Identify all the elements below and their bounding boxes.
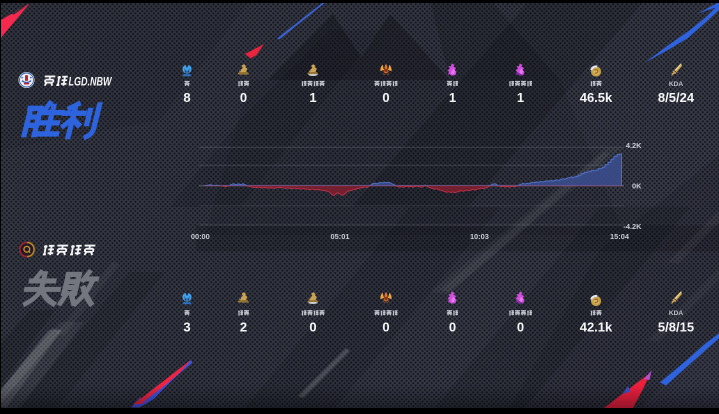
svg-text:05:01: 05:01 — [331, 232, 350, 241]
svg-text:1: 1 — [309, 90, 316, 105]
svg-text:KDA: KDA — [669, 81, 684, 88]
svg-text:5/8/15: 5/8/15 — [658, 320, 694, 335]
svg-text:4.2K: 4.2K — [626, 141, 642, 150]
svg-text:0: 0 — [309, 320, 316, 335]
svg-text:15:04: 15:04 — [610, 232, 630, 241]
svg-text:-4.2K: -4.2K — [623, 222, 642, 231]
svg-text:0: 0 — [449, 320, 456, 335]
svg-text:8/5/24: 8/5/24 — [658, 90, 695, 105]
svg-text:2: 2 — [240, 320, 247, 335]
svg-text:3: 3 — [183, 320, 190, 335]
svg-text:42.1k: 42.1k — [580, 320, 613, 335]
svg-text:46.5k: 46.5k — [580, 90, 613, 105]
svg-text:0: 0 — [517, 320, 524, 335]
svg-text:0: 0 — [240, 90, 247, 105]
svg-text:LGD.NBW: LGD.NBW — [69, 75, 113, 89]
svg-text:1: 1 — [517, 90, 524, 105]
svg-text:0: 0 — [382, 320, 389, 335]
svg-text:00:00: 00:00 — [191, 232, 210, 241]
svg-text:0K: 0K — [632, 182, 642, 191]
svg-text:10:03: 10:03 — [470, 232, 489, 241]
svg-text:KDA: KDA — [669, 310, 684, 317]
svg-text:8: 8 — [183, 90, 190, 105]
svg-text:0: 0 — [382, 90, 389, 105]
svg-text:1: 1 — [449, 90, 456, 105]
